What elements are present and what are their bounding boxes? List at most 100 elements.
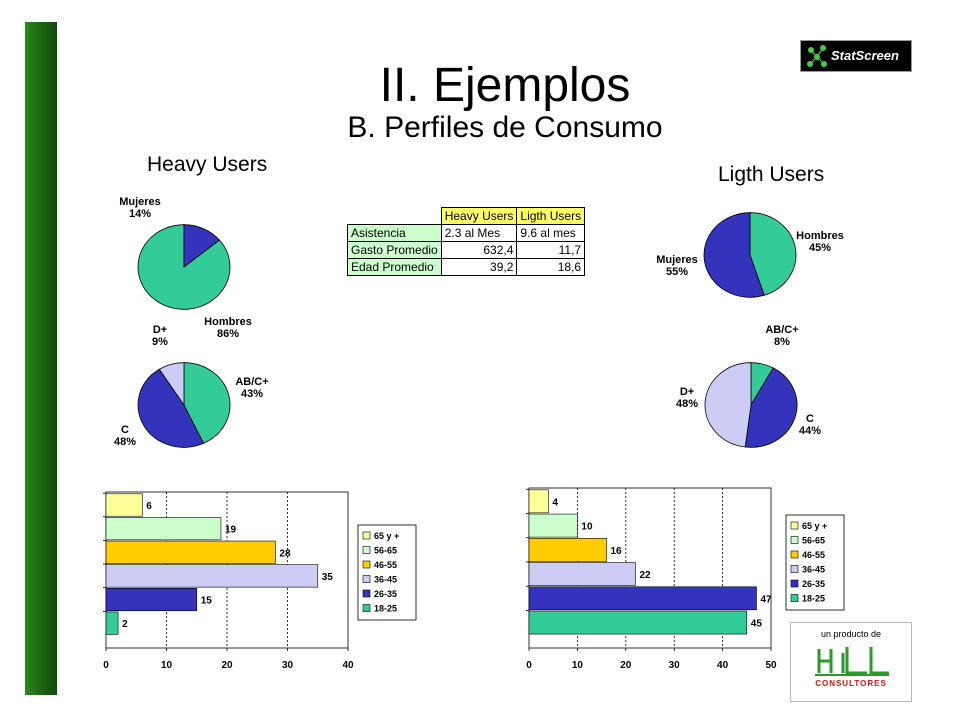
legend-label: 36-45 [802, 565, 825, 575]
pie-slice-label: AB/C+ [765, 324, 798, 336]
summary-cell-heavy: 39,2 [440, 258, 518, 276]
legend-label: 46-55 [374, 560, 397, 570]
legend-swatch [362, 531, 371, 540]
legend-swatch [790, 579, 799, 588]
bar [528, 562, 636, 586]
pie-slice [183, 224, 221, 268]
pie-slice-percent: 8% [774, 336, 790, 348]
bar-data-label: 19 [225, 525, 237, 536]
bar-data-label: 22 [639, 570, 651, 581]
legend-label: 46-55 [802, 550, 825, 560]
bar-data-label: 10 [581, 522, 593, 533]
legend-swatch [362, 546, 371, 554]
legend-label: 36-45 [374, 575, 397, 585]
bar [528, 610, 748, 635]
pie-slice-percent: 45% [809, 242, 831, 254]
legend-label: 26-35 [802, 579, 825, 589]
pie-slice-percent: 14% [129, 208, 151, 220]
x-tick-label: 0 [526, 660, 532, 671]
molecule-icon [807, 45, 827, 67]
bar [105, 588, 198, 612]
summary-col-heavy: Heavy Users [440, 207, 518, 225]
x-tick-label: 50 [765, 660, 777, 671]
legend-box [357, 524, 417, 621]
summary-cell-light: 9.6 al mes [516, 224, 586, 242]
x-tick-label: 10 [572, 660, 584, 671]
footer-brand: CONSULTORES [815, 679, 887, 688]
summary-cell-light: 18,6 [516, 258, 586, 276]
bar [105, 564, 319, 588]
pie-slice [749, 212, 797, 296]
pie-slice-label: D+ [153, 324, 167, 336]
legend-label: 56-65 [802, 536, 825, 546]
bar [105, 493, 143, 517]
bar-data-label: 16 [610, 546, 622, 557]
legend-swatch [790, 536, 799, 544]
statscreen-logo: StatScreen [800, 40, 912, 72]
bar-data-label: 2 [122, 619, 128, 630]
legend-label: 26-35 [374, 589, 397, 599]
legend-label: 65 y + [802, 521, 827, 531]
page-subtitle: B. Perfiles de Consumo [347, 111, 663, 144]
summary-table: Heavy Users Ligth Users Asistencia 2.3 a… [347, 207, 586, 276]
table-row: Asistencia 2.3 al Mes 9.6 al mes [347, 224, 586, 242]
x-tick-label: 30 [669, 660, 681, 671]
bar-data-label: 15 [201, 596, 213, 607]
legend-label: 65 y + [374, 531, 399, 541]
legend-swatch [790, 565, 799, 573]
pie-slice-percent: 55% [666, 266, 688, 278]
table-row: Edad Promedio 39,2 18,6 [347, 258, 586, 276]
bar-data-label: 45 [751, 619, 763, 630]
pie-slice-label: AB/C+ [235, 376, 268, 388]
legend-swatch [362, 575, 371, 583]
bar [105, 517, 222, 541]
legend-swatch [362, 604, 371, 612]
pie-slice [703, 212, 765, 298]
pie-slice-label: Mujeres [656, 254, 698, 266]
x-tick-label: 20 [620, 660, 632, 671]
bar [105, 611, 119, 635]
x-tick-label: 30 [282, 660, 294, 671]
footer-caption: un producto de [820, 629, 882, 639]
legend-swatch [790, 550, 799, 559]
legend-swatch [362, 560, 371, 569]
pie-slice-percent: 86% [217, 328, 239, 340]
pie-slice-label: Hombres [204, 316, 252, 328]
pie-slice-percent: 43% [241, 388, 263, 400]
x-tick-label: 40 [342, 660, 354, 671]
pie-slice-label: D+ [680, 386, 694, 398]
legend-swatch [790, 521, 799, 530]
pie-slice-percent: 48% [114, 436, 136, 448]
summary-row-label: Edad Promedio [347, 258, 442, 276]
pie-slice-percent: 48% [676, 398, 698, 410]
summary-cell-heavy: 2.3 al Mes [440, 224, 518, 242]
pie-slice-label: Mujeres [119, 196, 161, 208]
summary-cell-heavy: 632,4 [440, 241, 518, 259]
bar-data-label: 47 [760, 594, 772, 605]
hill-logo-mark-icon [815, 647, 889, 676]
bar-data-label: 28 [279, 548, 291, 559]
pie-slice-percent: 9% [152, 336, 168, 348]
x-tick-label: 0 [103, 660, 109, 671]
decorative-side-bar [25, 22, 57, 695]
bar [528, 513, 578, 538]
pie-slice [704, 362, 752, 448]
bar [528, 489, 549, 514]
bar-data-label: 6 [146, 501, 152, 512]
summary-row-label: Gasto Promedio [347, 241, 442, 259]
pie-slice-label: Hombres [796, 230, 844, 242]
legend-swatch [362, 589, 371, 598]
x-tick-label: 20 [221, 660, 233, 671]
legend-swatch [790, 594, 799, 602]
pie-slice [137, 368, 205, 448]
light-users-heading: Ligth Users [718, 163, 825, 186]
summary-row-label: Asistencia [347, 224, 442, 242]
heavy-users-heading: Heavy Users [147, 153, 268, 176]
bar [528, 538, 607, 562]
bar [528, 586, 757, 611]
bar-data-label: 35 [322, 572, 334, 583]
legend-box [785, 514, 845, 611]
pie-slice [744, 367, 798, 448]
pie-slice [158, 362, 185, 407]
